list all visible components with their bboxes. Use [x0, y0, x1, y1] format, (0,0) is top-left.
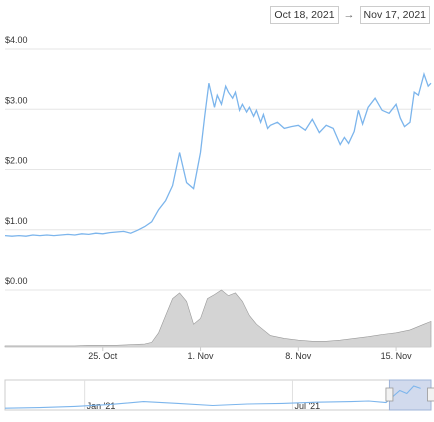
y-tick-label: $4.00	[5, 35, 28, 45]
navigator-window[interactable]	[388, 379, 432, 411]
x-tick-label: 25. Oct	[88, 351, 118, 361]
x-tick-label: 8. Nov	[285, 351, 312, 361]
navigator-tick-label: Jan '21	[87, 401, 116, 411]
y-tick-label: $0.00	[5, 276, 28, 286]
y-tick-label: $3.00	[5, 95, 28, 105]
date-range-selector: Oct 18, 2021 → Nov 17, 2021	[270, 6, 430, 24]
range-arrow: →	[343, 9, 355, 21]
navigator-handle[interactable]	[427, 387, 434, 402]
navigator-tick-label: Jul '21	[294, 401, 320, 411]
price-line	[4, 71, 432, 237]
navigator-line	[4, 385, 421, 409]
range-start-date[interactable]: Oct 18, 2021	[270, 6, 339, 24]
y-tick-label: $2.00	[5, 156, 28, 166]
y-tick-label: $1.00	[5, 216, 28, 226]
range-end-date[interactable]: Nov 17, 2021	[359, 6, 430, 24]
navigator-handle[interactable]	[385, 387, 394, 402]
x-tick-label: 1. Nov	[188, 351, 215, 361]
x-tick-label: 15. Nov	[381, 351, 413, 361]
volume-area	[4, 289, 432, 348]
